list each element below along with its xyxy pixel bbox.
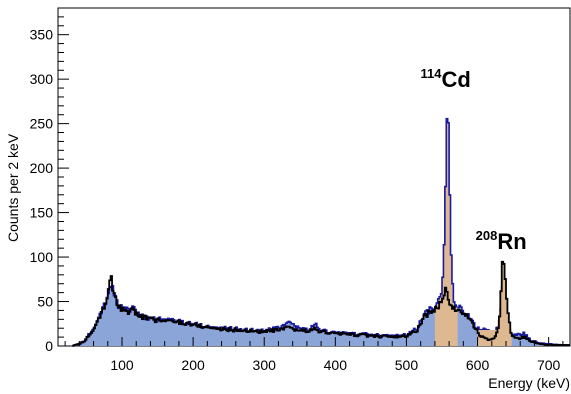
- y-axis: 0 50 100 150 200 250 300 350: [30, 16, 69, 354]
- x-tick-label: 600: [466, 357, 490, 373]
- y-axis-label: Counts per 2 keV: [5, 133, 21, 242]
- cd114-label: 114Cd: [421, 66, 471, 92]
- x-tick-label: 200: [181, 357, 205, 373]
- rn208-label: 208Rn: [476, 228, 527, 254]
- y-tick-label: 250: [30, 116, 54, 132]
- cd114-peak-edge: [434, 117, 458, 308]
- cd114-peak-fill: [434, 118, 458, 346]
- y-tick-label: 150: [30, 205, 54, 221]
- plot-area: [57, 7, 571, 347]
- black-histogram-outline: [72, 260, 570, 347]
- x-tick-label: 400: [324, 357, 348, 373]
- y-tick-label: 300: [30, 71, 54, 87]
- peak-annotations: 114Cd 208Rn: [421, 66, 527, 254]
- y-tick-label: 200: [30, 160, 54, 176]
- x-axis-label: Energy (keV): [488, 375, 570, 391]
- plot-frame: [57, 7, 571, 347]
- y-tick-label: 100: [30, 249, 54, 265]
- outline-histogram-layer: [72, 260, 570, 347]
- y-tick-label: 350: [30, 27, 54, 43]
- y-tick-label: 0: [45, 338, 53, 354]
- tan-histogram-layer: [434, 117, 512, 346]
- x-tick-label: 500: [395, 357, 419, 373]
- x-axis: 100 200 300 400 500 600 700: [64, 337, 564, 373]
- x-tick-label: 300: [253, 357, 277, 373]
- rn208-peak-fill: [497, 261, 512, 346]
- x-tick-label: 700: [537, 357, 561, 373]
- y-tick-label: 50: [37, 294, 53, 310]
- x-tick-label: 100: [110, 357, 134, 373]
